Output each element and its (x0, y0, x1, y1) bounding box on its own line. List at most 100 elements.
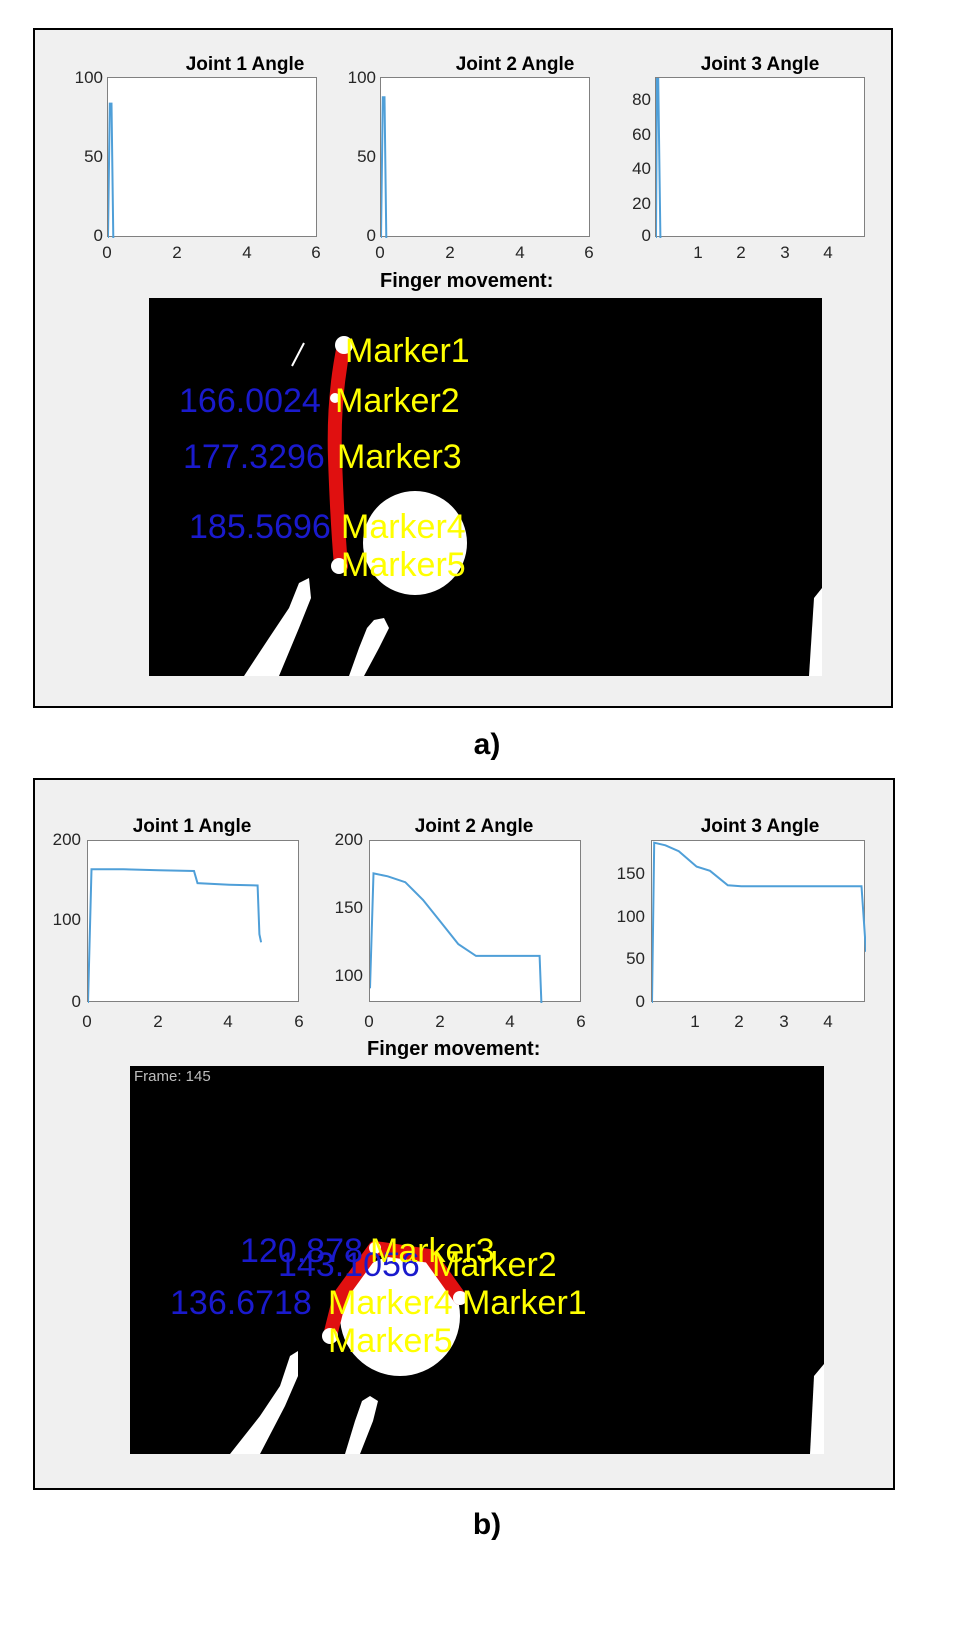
figure-b-panel: Joint 1 Angle 200 100 0 0 2 4 6 Joint 2 … (33, 778, 895, 1490)
tick-label: 20 (632, 194, 651, 213)
tick-label: 4 (223, 1012, 233, 1031)
tick-label: 50 (84, 147, 103, 166)
plot-a2-title: Joint 2 Angle (455, 54, 575, 75)
tick-label: 100 (347, 68, 376, 87)
tick-label: 50 (357, 147, 376, 166)
series-line (107, 102, 115, 239)
marker-dot (331, 558, 347, 574)
ball (340, 1256, 460, 1376)
tick-label: 6 (294, 1012, 304, 1031)
plot-b3-title: Joint 3 Angle (700, 816, 820, 837)
tick-label: 4 (242, 243, 252, 262)
tick-label: 0 (366, 226, 376, 245)
plot-a1-axes (107, 77, 317, 239)
figure-a-panel: Joint 1 Angle 100 50 0 0 2 4 6 Joint 2 A… (33, 28, 893, 708)
plot-b3-line (651, 841, 867, 1004)
finger-scene (230, 1241, 824, 1454)
plot-a3-title: Joint 3 Angle (700, 54, 820, 75)
plot-a2-line (380, 96, 388, 239)
tick-label: 2 (172, 243, 182, 262)
ball (363, 491, 467, 595)
plot-b2-axes (369, 840, 581, 1004)
tick-label: 150 (616, 864, 645, 883)
finger-movement-title: Finger movement: (367, 1038, 541, 1060)
tick-label: 6 (584, 243, 594, 262)
angle-label: 120.878 (240, 1232, 363, 1270)
hand-silhouette (345, 1396, 378, 1454)
tick-label: 100 (52, 910, 81, 929)
finger-segment (327, 338, 351, 573)
marker-label: Marker2 (335, 382, 460, 420)
finger-movement-title: Finger movement: (380, 270, 554, 292)
marker-label: Marker1 (462, 1284, 587, 1322)
marker-dot (322, 1328, 338, 1344)
tick-label: 100 (74, 68, 103, 87)
figure-b-caption: b) (472, 1508, 502, 1541)
tick-label: 80 (632, 90, 651, 109)
angle-label: 177.3296 (183, 438, 325, 476)
marker-label: Marker1 (345, 332, 470, 370)
tick-label: 2 (734, 1012, 744, 1031)
tick-label: 2 (736, 243, 746, 262)
tick-label: 100 (334, 966, 363, 985)
plot-b2-line (369, 872, 543, 1004)
series-line (87, 868, 263, 1004)
marker-label: Marker2 (432, 1246, 557, 1284)
marker-label: Marker5 (328, 1322, 453, 1360)
plot-a2-axes (380, 77, 590, 239)
tick-label: 1 (693, 243, 703, 262)
marker-label: Marker3 (337, 438, 462, 476)
tick-label: 150 (334, 898, 363, 917)
angle-label: 136.6718 (170, 1284, 312, 1322)
marker-label: Marker4 (341, 508, 466, 546)
series-line (655, 77, 662, 239)
finger-video-frame: Marker1 Marker2 Marker3 Marker4 Marker5 … (149, 298, 822, 676)
marker-dot (453, 1291, 467, 1305)
tick-label: 200 (52, 830, 81, 849)
plot-a3-line (655, 77, 662, 239)
plot-a3-axes (655, 77, 865, 239)
marker-dot (369, 1242, 381, 1254)
plot-a1-line (107, 102, 115, 239)
tick-label: 0 (635, 992, 645, 1011)
marker-label: Marker3 (370, 1232, 495, 1270)
marker-dot (330, 393, 340, 403)
tick-label: 6 (311, 243, 321, 262)
tick-label: 0 (71, 992, 81, 1011)
marker-label: Marker4 (328, 1284, 453, 1322)
noise-mark (291, 342, 305, 367)
plot-b2-title: Joint 2 Angle (414, 816, 534, 837)
tick-label: 4 (505, 1012, 515, 1031)
tick-label: 40 (632, 159, 651, 178)
series-line (369, 872, 543, 1004)
tick-label: 60 (632, 125, 651, 144)
finger-scene (244, 336, 822, 676)
tick-label: 3 (780, 243, 790, 262)
tick-label: 3 (779, 1012, 789, 1031)
tick-label: 2 (445, 243, 455, 262)
tick-label: 0 (93, 226, 103, 245)
marker-label: Marker5 (341, 546, 466, 584)
hand-silhouette (810, 1364, 824, 1454)
tick-label: 1 (690, 1012, 700, 1031)
series-line (380, 96, 388, 239)
tick-label: 4 (823, 1012, 833, 1031)
tick-label: 0 (364, 1012, 374, 1031)
tick-label: 2 (153, 1012, 163, 1031)
plot-b1-title: Joint 1 Angle (132, 816, 252, 837)
angle-label: 166.0024 (179, 382, 321, 420)
finger-video-frame: Frame: 145 120.878 143.1056 Marker3 Mark… (130, 1066, 824, 1454)
marker-dot (335, 336, 353, 354)
plot-a1-title: Joint 1 Angle (185, 54, 305, 75)
tick-label: 200 (334, 830, 363, 849)
tick-label: 4 (823, 243, 833, 262)
series-line (651, 841, 867, 1004)
plot-b1-axes (87, 840, 299, 1004)
frame-counter: Frame: 145 (134, 1068, 211, 1085)
plot-b3-axes (651, 840, 867, 1004)
tick-label: 0 (82, 1012, 92, 1031)
tick-label: 4 (515, 243, 525, 262)
tick-label: 2 (435, 1012, 445, 1031)
tick-label: 100 (616, 907, 645, 926)
hand-silhouette (809, 588, 822, 676)
